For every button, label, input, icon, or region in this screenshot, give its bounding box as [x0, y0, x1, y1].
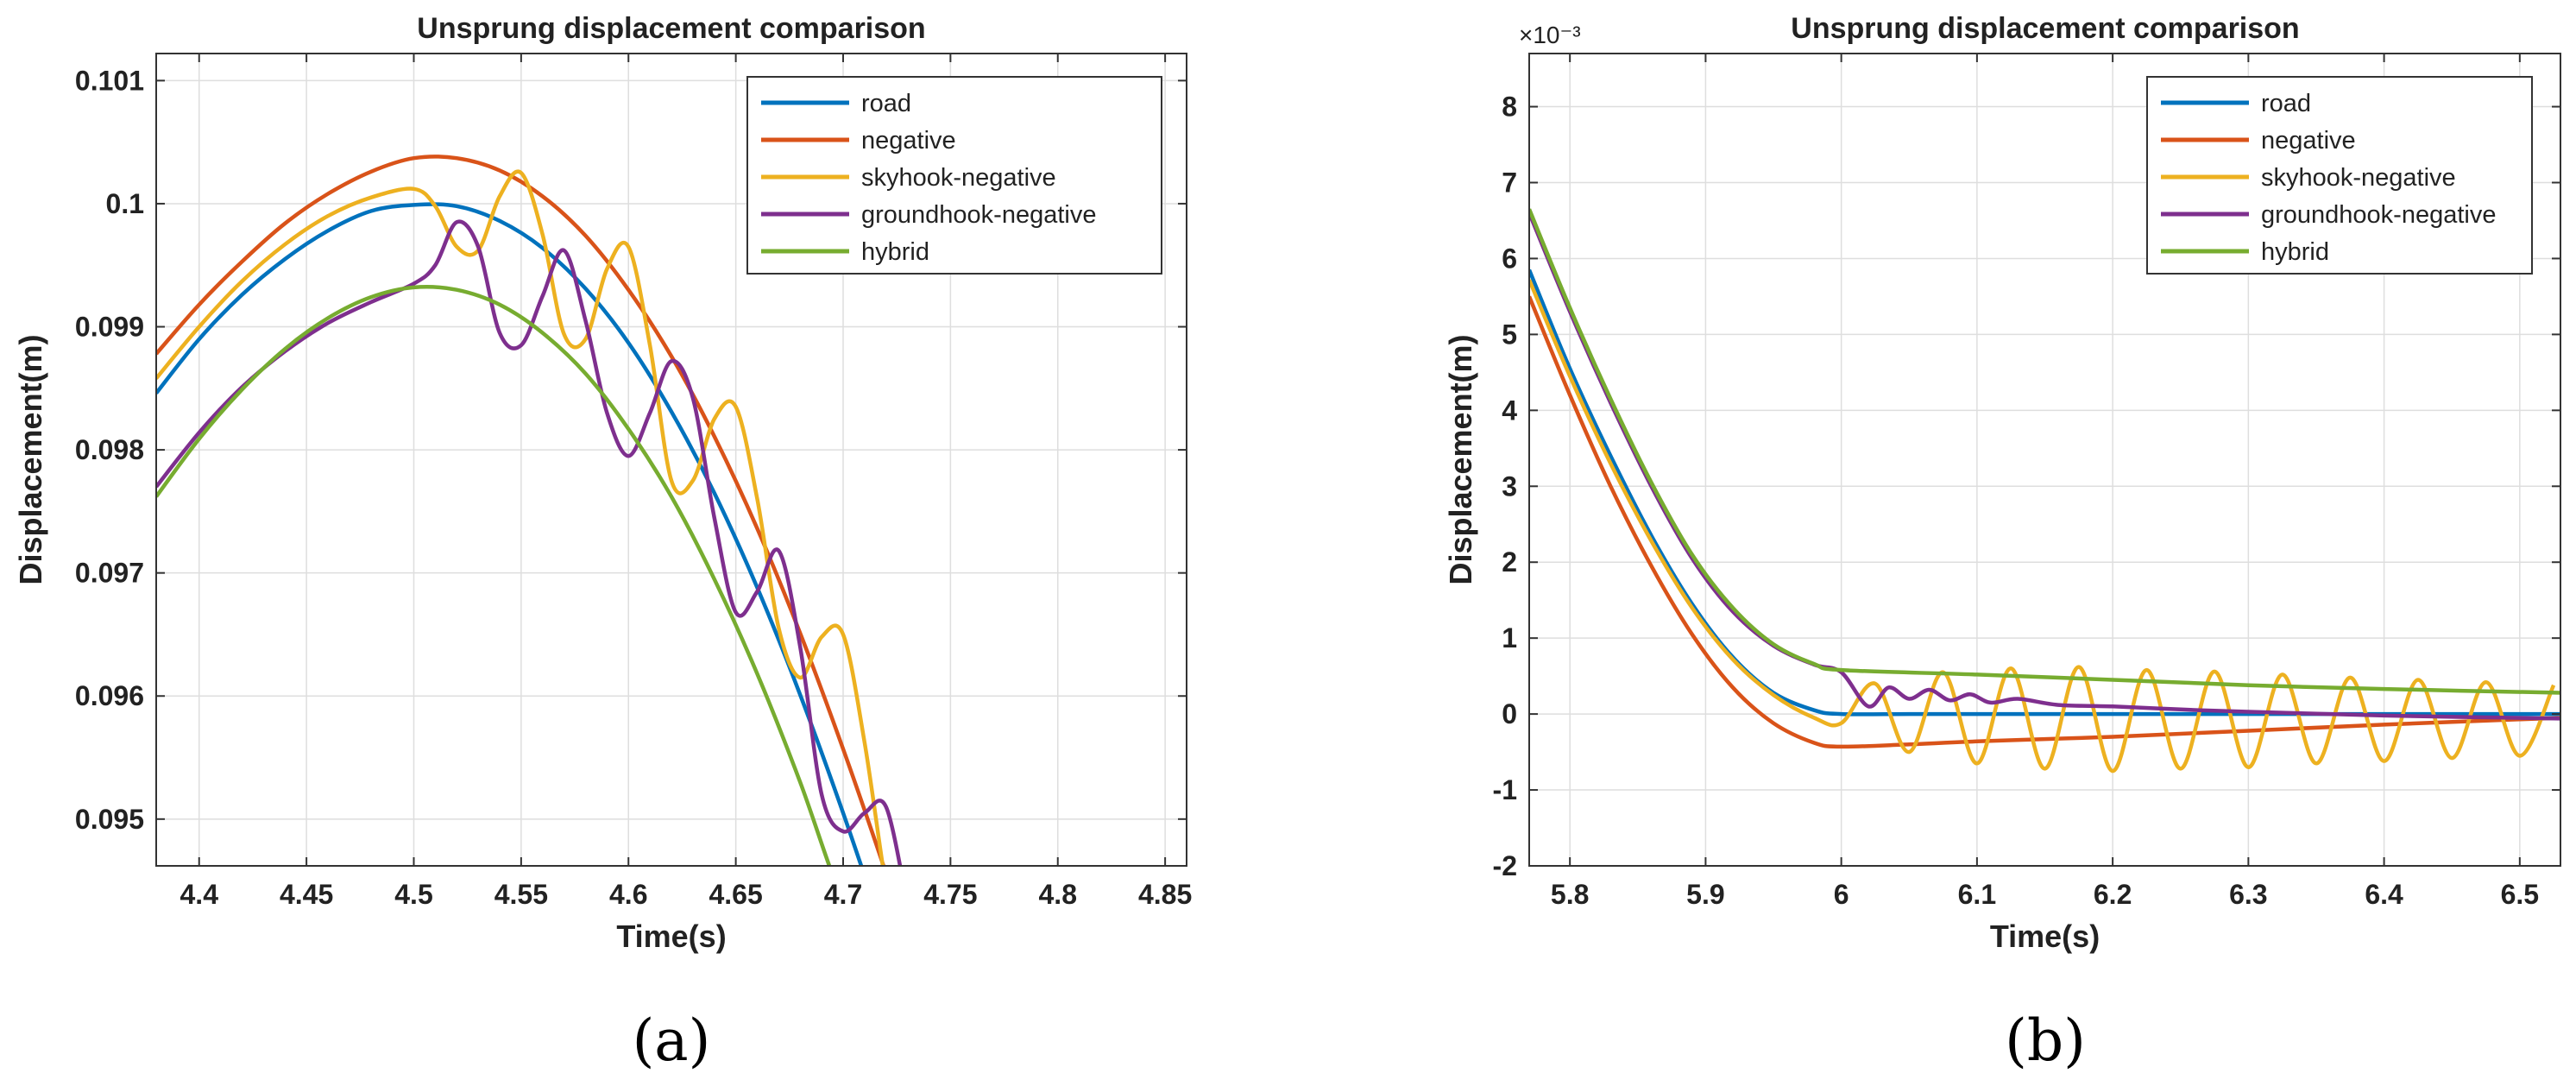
legend-label-groundhook-negative: groundhook-negative	[2261, 201, 2496, 229]
legend-label-skyhook-negative: skyhook-negative	[861, 164, 1056, 192]
y-axis-label: Displacement(m)	[13, 334, 48, 584]
y-tick-label: 0.096	[75, 680, 144, 711]
y-tick-label: 5	[1502, 319, 1517, 350]
x-tick-label: 4.6	[609, 879, 647, 910]
x-tick-label: 4.45	[280, 879, 333, 910]
legend-label-groundhook-negative: groundhook-negative	[861, 201, 1096, 229]
y-tick-label: 0	[1502, 698, 1517, 729]
y-tick-label: 0.1	[106, 188, 144, 219]
y-axis-label: Displacement(m)	[1443, 334, 1478, 584]
x-tick-label: 5.8	[1551, 879, 1589, 910]
x-tick-label: 4.75	[923, 879, 977, 910]
series-line-road	[156, 202, 864, 866]
y-tick-label: 6	[1502, 243, 1517, 274]
x-tick-label: 5.9	[1686, 879, 1724, 910]
series-line-hybrid	[1529, 208, 2560, 695]
series-group	[156, 155, 903, 866]
legend-label-road: road	[2261, 90, 2311, 117]
chart-a: 4.4 4.45 4.5 4.55 4.6 4.65 4.7 4.75 4.8 4.85 0.095…	[13, 12, 1192, 1074]
chart-b: 5.8 5.9 6 6.1 6.2 6.3 6.4 6.5 -2 -1 0 1 2 3 4 5 6 7 8 ×10⁻³…	[1443, 12, 2561, 1074]
y-tick-label: 0.101	[75, 65, 144, 96]
series-group	[1529, 208, 2560, 773]
series-line-skyhook-negative	[156, 169, 885, 866]
legend-label-skyhook-negative: skyhook-negative	[2261, 164, 2456, 192]
y-tick-label: -1	[1493, 774, 1517, 805]
x-tick-label: 6.2	[2094, 879, 2132, 910]
x-tick-label: 4.4	[180, 879, 219, 910]
axes-frame	[155, 53, 1187, 867]
legend: road negative skyhook-negative groundhook-n…	[746, 76, 1162, 275]
y-exponent-label: ×10⁻³	[1519, 22, 1581, 48]
x-tick-label: 4.65	[709, 879, 762, 910]
legend-label-negative: negative	[2261, 127, 2356, 155]
legend: road negative skyhook-negative groundhook-n…	[2146, 76, 2533, 275]
y-tick-label: 0.098	[75, 434, 144, 465]
y-tick-label: -2	[1493, 850, 1517, 881]
y-tick-label: 0.097	[75, 558, 144, 589]
chart-title: Unsprung displacement comparison	[417, 12, 925, 45]
x-tick-label: 4.85	[1138, 879, 1192, 910]
y-tick-label: 2	[1502, 546, 1517, 578]
series-line-negative	[1529, 295, 2560, 749]
x-tick-label: 6.1	[1958, 879, 1996, 910]
panel-caption: (b)	[2005, 1007, 2086, 1074]
chart-title: Unsprung displacement comparison	[1791, 12, 2299, 45]
y-tick-label: 0.099	[75, 312, 144, 343]
y-tick-label: 0.095	[75, 804, 144, 835]
x-tick-label: 4.8	[1039, 879, 1077, 910]
x-tick-label: 6.5	[2501, 879, 2539, 910]
x-axis-label: Time(s)	[1990, 919, 2100, 954]
x-axis-label: Time(s)	[616, 919, 726, 954]
legend-label-road: road	[861, 90, 911, 117]
legend-label-hybrid: hybrid	[2261, 238, 2329, 266]
x-tick-label: 4.5	[394, 879, 432, 910]
panel-caption: (a)	[633, 1007, 711, 1074]
x-tick-label: 6.3	[2229, 879, 2267, 910]
series-line-hybrid	[156, 285, 832, 866]
y-tick-label: 4	[1502, 395, 1517, 426]
legend-label-negative: negative	[861, 127, 956, 155]
axes-frame	[1528, 53, 2561, 867]
series-line-negative	[156, 155, 886, 866]
y-tick-label: 7	[1502, 167, 1517, 199]
legend-label-hybrid: hybrid	[861, 238, 929, 266]
y-tick-label: 3	[1502, 470, 1517, 502]
x-tick-label: 6	[1834, 879, 1849, 910]
x-tick-label: 6.4	[2365, 879, 2403, 910]
series-line-groundhook-negative	[156, 219, 903, 866]
y-tick-label: 1	[1502, 622, 1517, 653]
series-line-skyhook-negative	[1529, 279, 2556, 773]
x-tick-label: 4.55	[494, 879, 548, 910]
x-tick-label: 4.7	[824, 879, 862, 910]
y-tick-label: 8	[1502, 92, 1517, 123]
